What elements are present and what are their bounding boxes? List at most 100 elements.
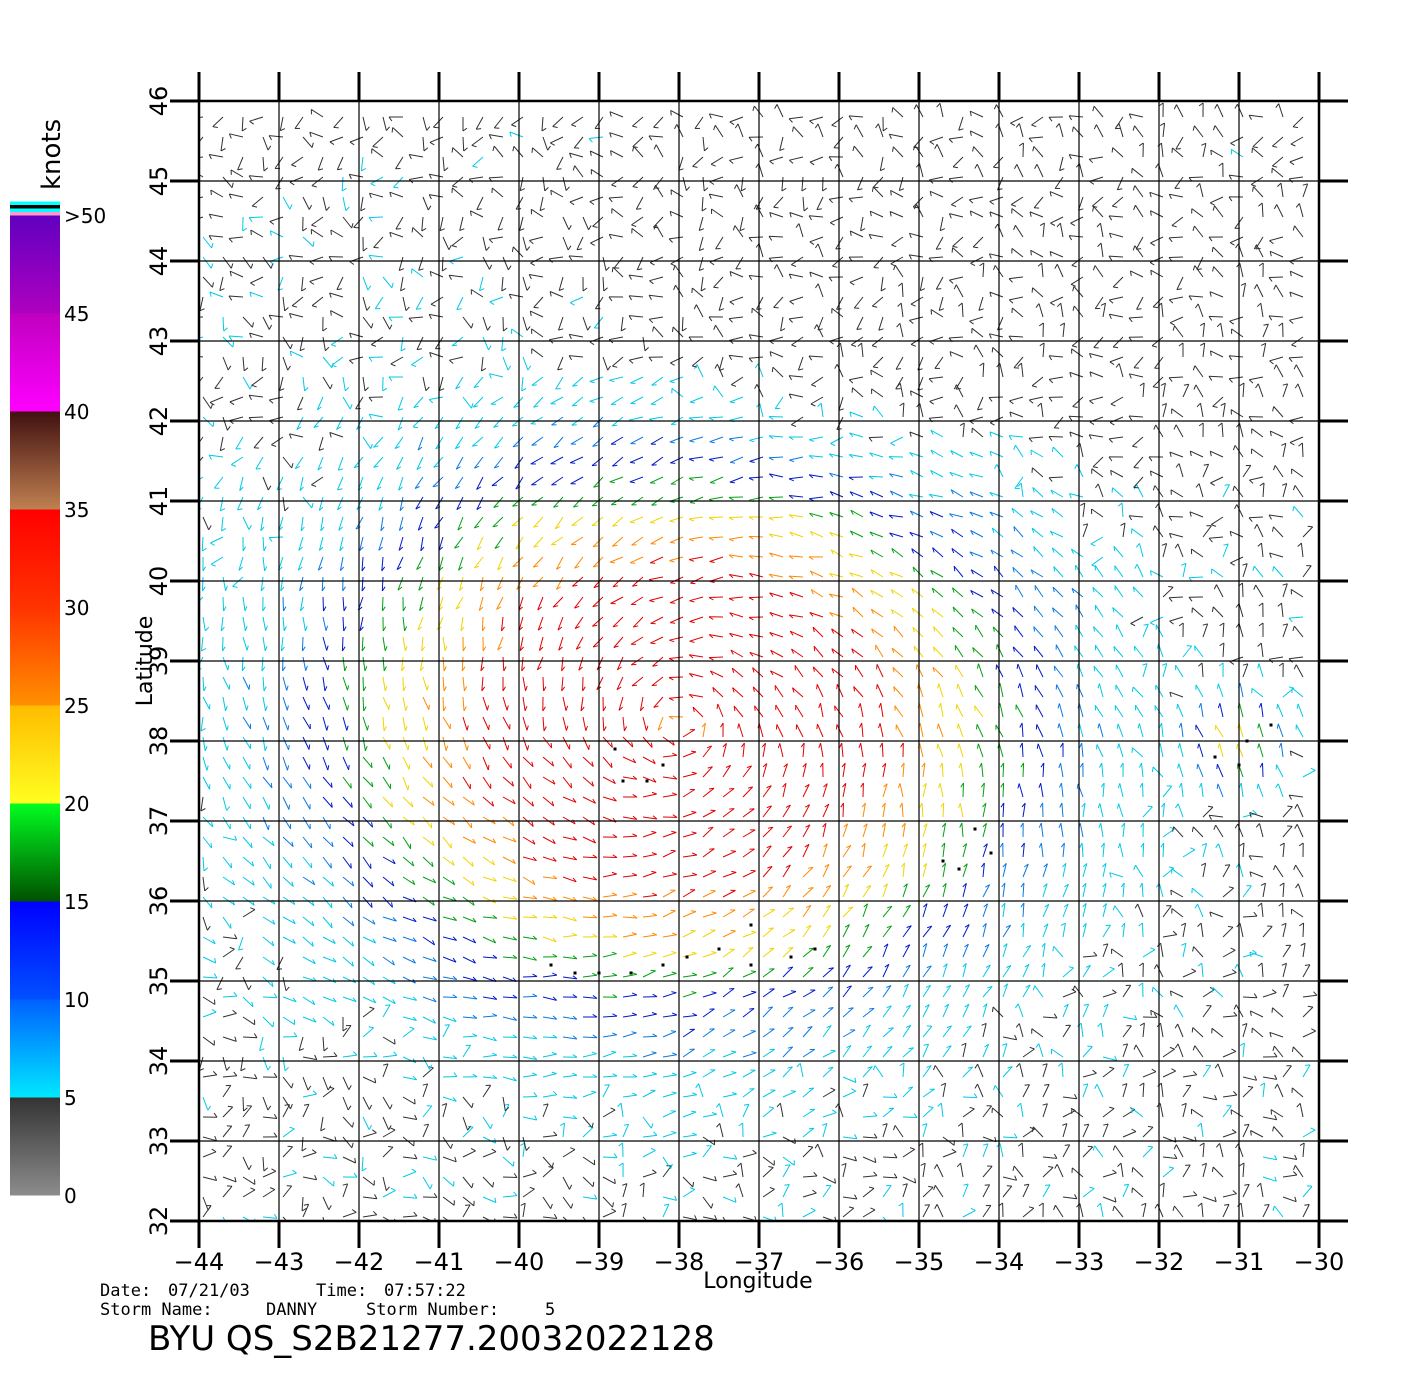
wind-vector (722, 930, 736, 938)
wind-vector-barb (617, 666, 622, 671)
wind-vector-barb (474, 525, 480, 529)
wind-vector-barb (777, 743, 781, 749)
wind-vector-barb (432, 940, 436, 946)
wind-vector (282, 616, 285, 631)
wind-vector (222, 1012, 237, 1018)
wind-vector-barb (552, 839, 556, 844)
wind-vector (442, 736, 447, 751)
wind-vector (922, 985, 932, 998)
wind-vector-barb (569, 152, 572, 158)
wind-vector-barb (1053, 1013, 1058, 1019)
wind-vector (422, 1176, 431, 1190)
wind-vector (442, 676, 445, 692)
wind-vector-barb (729, 788, 735, 790)
wind-vector-barb (1002, 863, 1007, 868)
wind-vector-barb (869, 490, 874, 496)
wind-vector-barb (326, 1227, 329, 1231)
wind-vector-barb (550, 190, 552, 196)
wind-vector (769, 473, 784, 478)
wind-vector (702, 1196, 712, 1209)
wind-vector (382, 736, 391, 750)
wind-vector (462, 856, 474, 867)
wind-vector-barb (361, 1167, 367, 1172)
wind-vector (822, 945, 832, 958)
wind-vector (1071, 1167, 1084, 1178)
wind-vector (470, 289, 484, 298)
wind-vector-barb (1018, 142, 1024, 147)
wind-vector-barb (603, 287, 608, 292)
wind-vector-barb (692, 1132, 697, 1136)
wind-vector-barb (818, 703, 821, 709)
wind-vector (902, 863, 905, 878)
wind-vector-barb (591, 1090, 597, 1093)
wind-vector-barb (878, 328, 884, 331)
wind-vector-barb (204, 746, 208, 751)
wind-vector (262, 996, 278, 999)
wind-vector-barb (237, 168, 243, 171)
wind-vector (992, 1006, 1004, 1018)
wind-vector-barb (808, 967, 814, 969)
wind-vector (202, 276, 213, 288)
wind-vector (242, 976, 250, 991)
wind-vector (556, 156, 564, 170)
wind-vector-barb (576, 248, 583, 251)
wind-vector (361, 576, 364, 592)
wind-vector (756, 384, 764, 398)
wind-vector (962, 943, 969, 958)
wind-vector (494, 536, 504, 549)
wind-vector (1011, 507, 1024, 518)
wind-vector-barb (248, 524, 252, 530)
wind-vector (982, 964, 991, 978)
wind-vector (270, 230, 284, 238)
wind-vector-barb (712, 687, 715, 693)
wind-vector (1042, 943, 1046, 958)
wind-vector (938, 683, 944, 698)
wind-vector (442, 156, 445, 171)
wind-vector (222, 948, 235, 958)
wind-vector (442, 956, 457, 963)
wind-vector (322, 676, 326, 691)
wind-vector (1062, 843, 1065, 858)
wind-vector (862, 803, 866, 818)
wind-vector-barb (796, 1062, 801, 1068)
wind-vector (702, 1069, 716, 1078)
wind-vector-barb (983, 843, 988, 848)
wind-vector-barb (921, 762, 926, 768)
wind-vector-barb (905, 1004, 911, 1008)
wind-vector-barb (729, 633, 734, 638)
wind-vector (991, 608, 1004, 618)
wind-vector (989, 431, 1004, 438)
wind-vector (622, 874, 637, 878)
wind-vector-barb (369, 193, 372, 199)
wind-vector-barb (368, 414, 372, 420)
wind-vector-barb (856, 328, 862, 330)
wind-vector (829, 216, 844, 224)
wind-vector-barb (978, 308, 984, 311)
wind-vector (482, 916, 497, 919)
wind-vector (729, 116, 744, 123)
wind-vector (829, 196, 844, 200)
wind-vector-barb (632, 146, 638, 148)
wind-vector (231, 456, 244, 466)
wind-vector-barb (1014, 1003, 1019, 1009)
wind-vector (842, 1090, 856, 1098)
wind-vector (402, 1028, 415, 1038)
wind-vector (582, 1156, 595, 1166)
wind-vector (582, 1053, 597, 1058)
wind-vector-barb (964, 924, 970, 928)
wind-vector-barb (327, 1085, 332, 1091)
wind-vector-barb (1056, 222, 1061, 228)
wind-vector (549, 336, 564, 341)
wind-vector (482, 1076, 497, 1079)
wind-vector (669, 616, 684, 624)
wind-vector-barb (788, 514, 794, 519)
wind-vector-barb (351, 961, 354, 967)
wind-vector (689, 456, 704, 460)
wind-vector-barb (928, 494, 934, 499)
wind-vector-barb (749, 1088, 755, 1090)
wind-vector (1042, 1084, 1050, 1098)
wind-vector-barb (337, 488, 343, 491)
wind-vector (322, 1088, 335, 1098)
wind-vector-barb (841, 762, 846, 768)
